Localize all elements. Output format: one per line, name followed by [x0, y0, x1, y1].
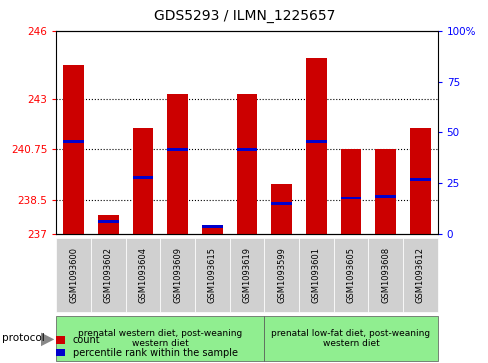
- Bar: [63, 140, 84, 143]
- Text: GSM1093608: GSM1093608: [380, 247, 389, 303]
- Text: prenatal western diet, post-weaning
western diet: prenatal western diet, post-weaning west…: [78, 329, 242, 348]
- Polygon shape: [41, 333, 54, 346]
- Text: GSM1093604: GSM1093604: [138, 247, 147, 303]
- Bar: [409, 128, 430, 234]
- Text: GSM1093602: GSM1093602: [103, 247, 113, 303]
- Bar: [236, 148, 257, 151]
- Bar: [271, 202, 291, 205]
- Bar: [98, 215, 119, 234]
- Bar: [305, 140, 326, 143]
- Text: GSM1093615: GSM1093615: [207, 247, 216, 303]
- Text: prenatal low-fat diet, post-weaning
western diet: prenatal low-fat diet, post-weaning west…: [271, 329, 429, 348]
- Bar: [305, 58, 326, 234]
- Text: GSM1093600: GSM1093600: [69, 247, 78, 303]
- Text: GSM1093612: GSM1093612: [415, 247, 424, 303]
- Bar: [374, 195, 395, 198]
- Bar: [202, 225, 222, 228]
- Bar: [409, 179, 430, 182]
- Legend: count, percentile rank within the sample: count, percentile rank within the sample: [56, 335, 237, 358]
- Bar: [340, 150, 361, 234]
- Bar: [271, 184, 291, 234]
- Bar: [63, 65, 84, 234]
- Text: GSM1093601: GSM1093601: [311, 247, 320, 303]
- Text: GSM1093619: GSM1093619: [242, 247, 251, 303]
- Bar: [236, 94, 257, 234]
- Text: GSM1093599: GSM1093599: [277, 247, 285, 303]
- Bar: [374, 150, 395, 234]
- Bar: [132, 128, 153, 234]
- Bar: [167, 94, 187, 234]
- Bar: [202, 227, 222, 234]
- Text: GSM1093605: GSM1093605: [346, 247, 355, 303]
- Text: GSM1093609: GSM1093609: [173, 247, 182, 303]
- Bar: [132, 176, 153, 179]
- Text: GDS5293 / ILMN_1225657: GDS5293 / ILMN_1225657: [154, 9, 334, 23]
- Text: protocol: protocol: [2, 334, 45, 343]
- Bar: [98, 220, 119, 223]
- Bar: [167, 148, 187, 151]
- Bar: [340, 196, 361, 199]
